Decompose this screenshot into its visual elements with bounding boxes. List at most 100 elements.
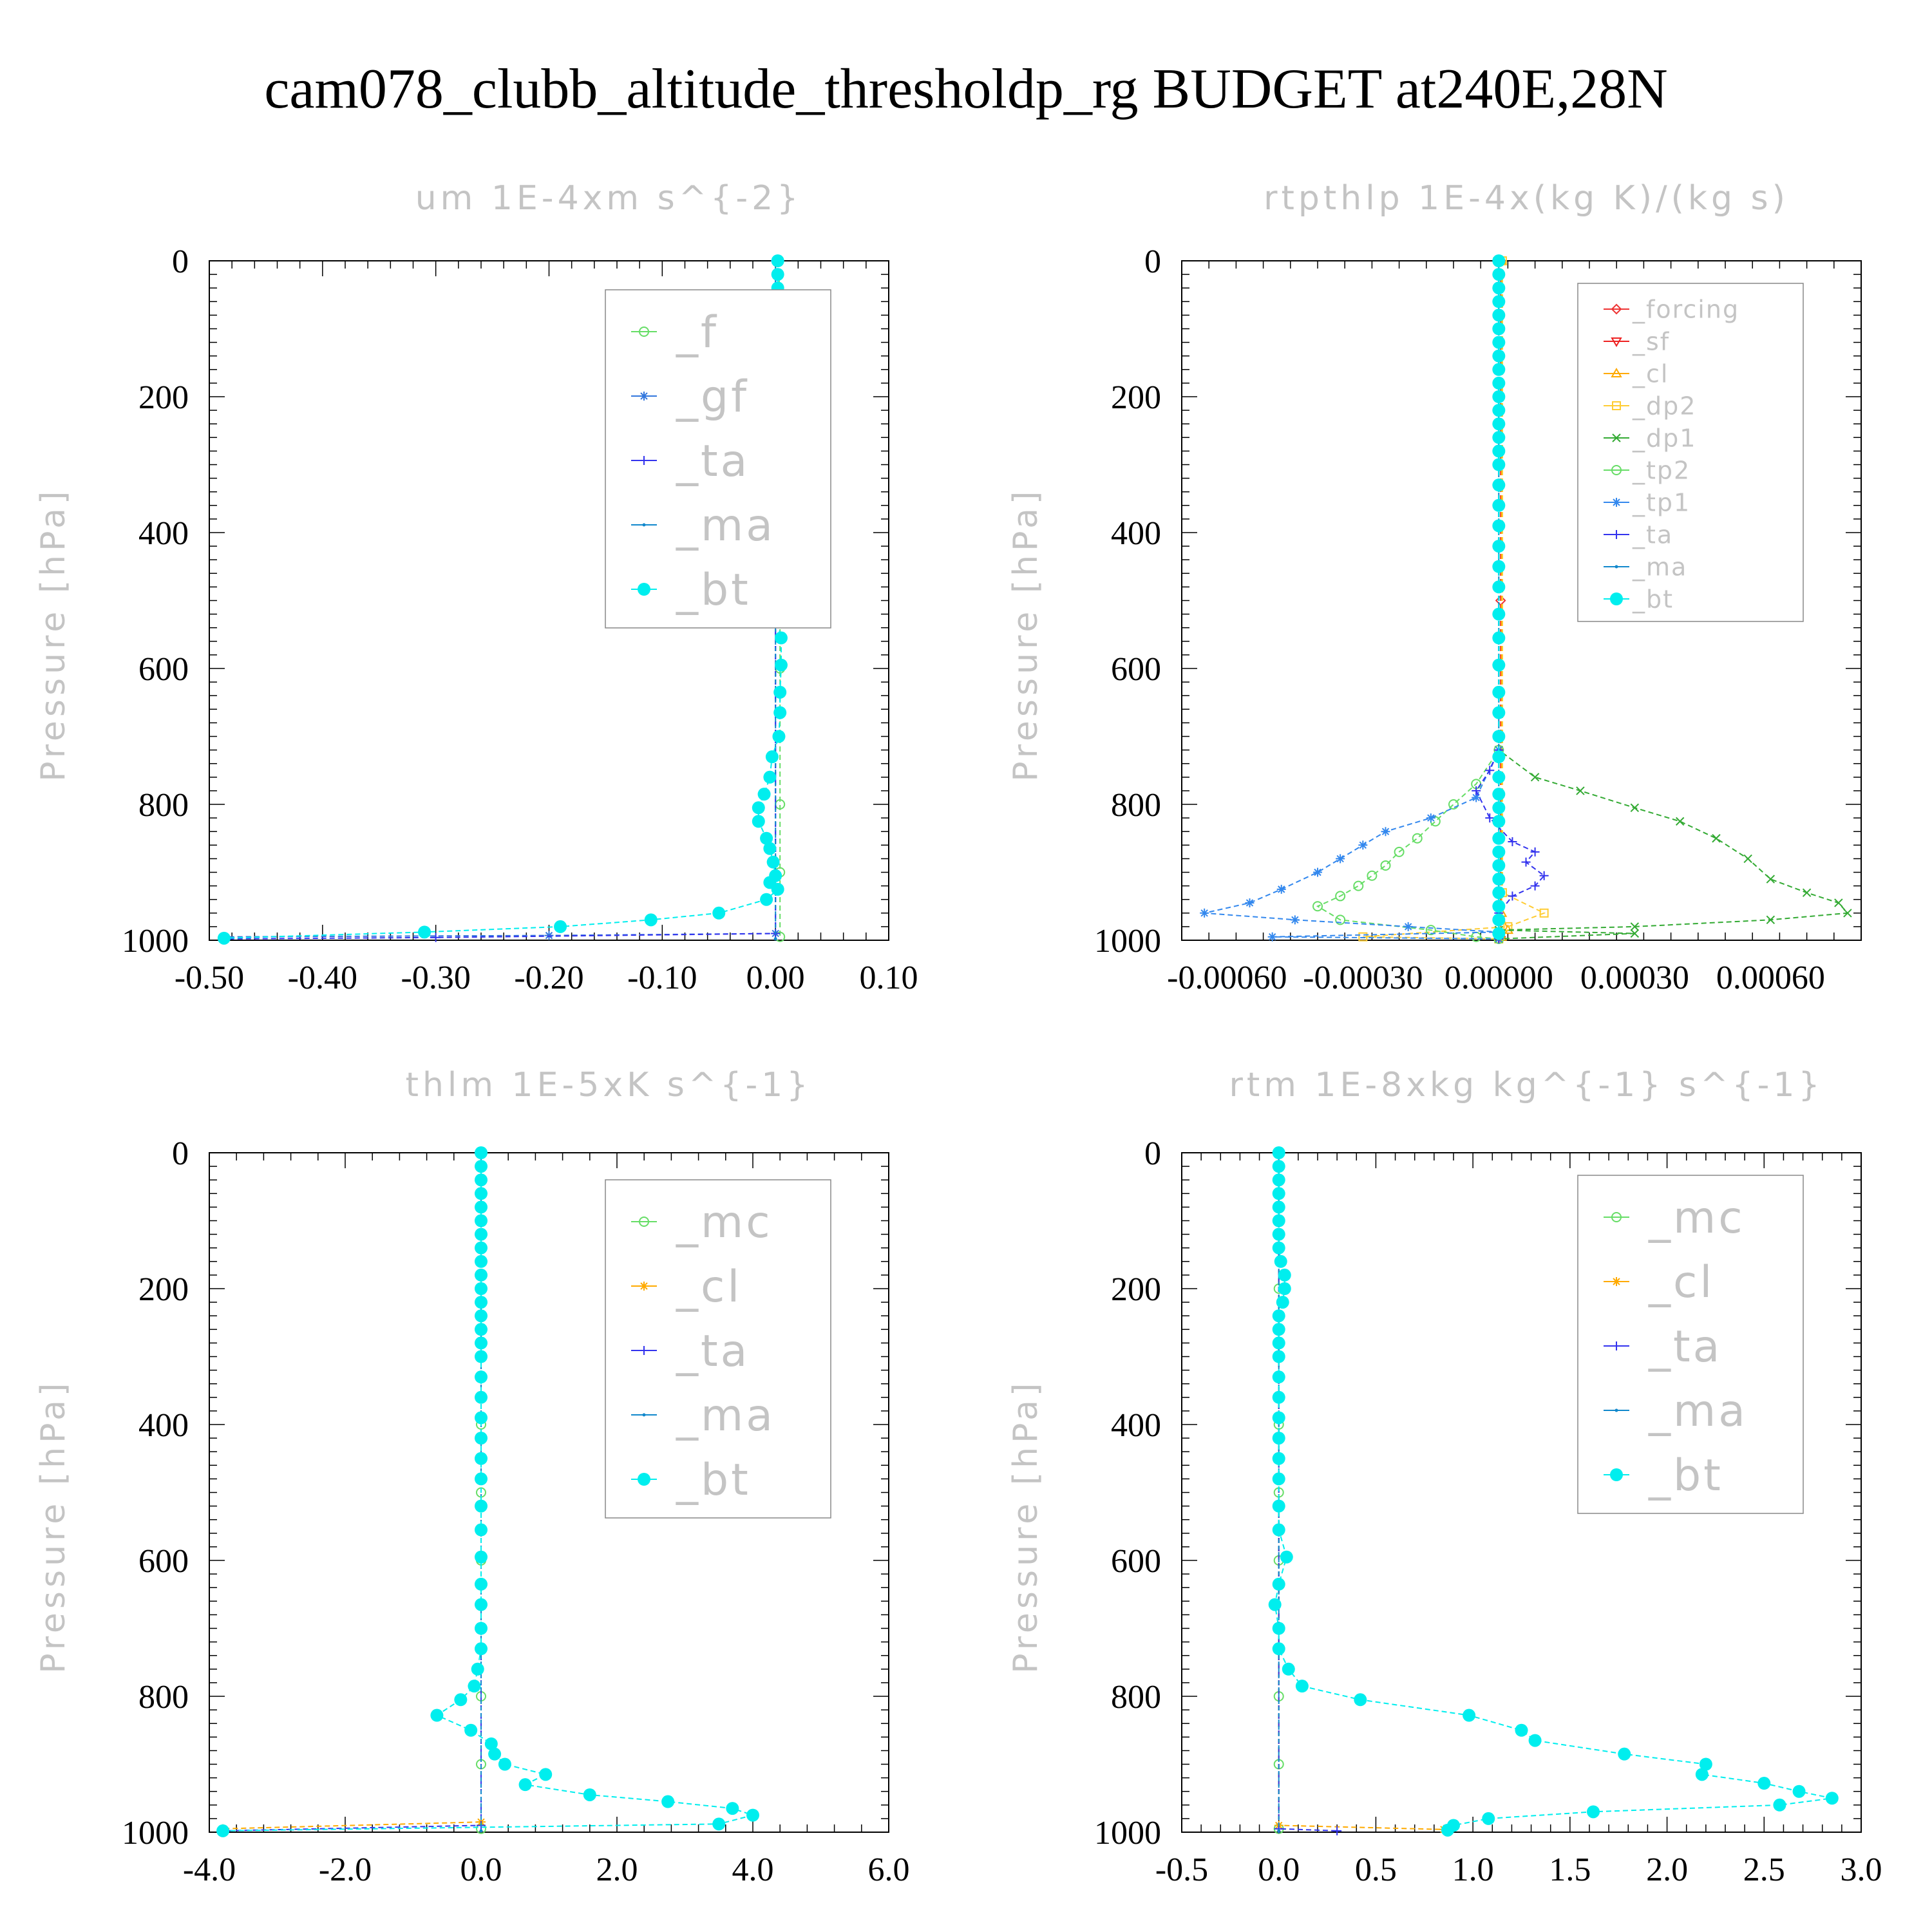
data-point — [479, 1829, 483, 1833]
data-point — [1272, 1577, 1285, 1591]
legend-label: _mc — [1648, 1193, 1745, 1244]
legend-swatch-marker — [1611, 303, 1622, 315]
data-point — [1448, 799, 1459, 810]
data-point — [1272, 1642, 1285, 1656]
x-tick-label: 1.5 — [1549, 1852, 1591, 1888]
data-point — [1276, 1296, 1289, 1309]
legend-label: _dp2 — [1632, 392, 1696, 420]
data-point — [475, 1411, 488, 1425]
x-tick-label: -0.5 — [1155, 1852, 1208, 1888]
legend-swatch-marker — [1611, 337, 1622, 347]
legend-swatch-marker — [1612, 1341, 1621, 1350]
legend-swatch-marker — [1610, 592, 1623, 605]
data-point — [1539, 871, 1549, 880]
legend-label: _ta — [676, 1326, 750, 1377]
x-tick-label: -0.40 — [288, 960, 357, 996]
data-point — [1272, 1173, 1285, 1187]
legend-label: _ta — [676, 436, 750, 487]
legend-label: _ma — [676, 1390, 775, 1441]
data-point — [1274, 1255, 1287, 1268]
page-title: cam078_clubb_altitude_thresholdp_rg BUDG… — [264, 58, 1668, 120]
data-point — [766, 855, 780, 869]
series-line — [223, 1153, 482, 1832]
data-point — [1272, 1214, 1285, 1227]
data-point — [488, 1747, 502, 1761]
series-line — [1475, 261, 1546, 939]
legend-swatch-marker — [1615, 1408, 1618, 1412]
data-point — [1773, 1798, 1786, 1812]
x-tick-label: 2.0 — [1646, 1852, 1688, 1888]
data-point — [1332, 1826, 1342, 1835]
data-point — [1492, 750, 1506, 764]
data-point — [475, 1336, 488, 1350]
data-point — [1503, 922, 1513, 931]
legend-swatch-marker — [1611, 368, 1622, 377]
data-point — [475, 1390, 488, 1404]
data-point — [216, 1824, 230, 1837]
data-point — [1492, 706, 1506, 719]
legend-label: _ma — [1632, 553, 1687, 581]
data-point — [1441, 1823, 1454, 1837]
legend-swatch-marker — [1615, 565, 1618, 569]
data-point — [1272, 1241, 1285, 1255]
y-tick-label: 200 — [138, 379, 189, 416]
legend: _f _gf _ta _ma _bt — [605, 289, 831, 629]
x-tick-label: 0.5 — [1355, 1852, 1397, 1888]
data-point — [1515, 1723, 1528, 1737]
data-point — [1272, 1227, 1285, 1241]
legend-swatch-marker — [638, 1473, 650, 1486]
data-point — [1278, 1268, 1291, 1282]
data-point — [1530, 847, 1540, 857]
y-tick-label: 200 — [1111, 1271, 1161, 1308]
series-ta — [218, 1148, 486, 1835]
data-point — [1492, 417, 1506, 431]
data-point — [1272, 1499, 1285, 1513]
legend: _mc _cl _ta _ma _bt — [1577, 1175, 1804, 1514]
legend-label: _ta — [1648, 1321, 1722, 1372]
data-point — [475, 1472, 488, 1486]
legend-label: _f — [676, 307, 719, 358]
x-tick-label: 0.0 — [1258, 1852, 1300, 1888]
plot-frame — [209, 1152, 889, 1833]
y-tick-label: 400 — [1111, 1407, 1161, 1444]
y-tick-label: 1000 — [1094, 1815, 1161, 1852]
data-point — [1267, 932, 1277, 942]
data-point — [1272, 1187, 1285, 1200]
data-point — [760, 831, 773, 845]
data-point — [1492, 560, 1506, 573]
data-point — [1495, 595, 1506, 606]
y-tick-label: 1000 — [122, 923, 189, 960]
data-point — [1492, 254, 1506, 267]
panel-title-um: um 1E-4xm s^{-2} — [415, 179, 802, 218]
legend-swatch-marker — [1612, 401, 1621, 410]
data-point — [1492, 770, 1506, 784]
data-point — [763, 842, 777, 855]
series-line — [1498, 261, 1849, 940]
data-point — [1272, 1336, 1285, 1350]
chart-panel-um: -0.50 -0.40 -0.30 -0.20 -0.10 0.00 0.10 0 200 400… — [34, 243, 918, 996]
data-point — [1492, 658, 1506, 672]
data-point — [1576, 786, 1585, 795]
data-point — [1492, 730, 1506, 743]
data-point — [1508, 837, 1517, 847]
data-point — [1290, 915, 1300, 925]
y-tick-label: 800 — [1111, 787, 1161, 824]
data-point — [1485, 813, 1495, 823]
legend-label: _gf — [676, 372, 749, 422]
series-dp2 — [1358, 256, 1549, 943]
data-point — [1492, 322, 1506, 336]
legend-swatch-marker — [1612, 498, 1621, 507]
legend-swatch-marker — [639, 327, 649, 337]
data-point — [752, 801, 765, 815]
data-point — [1492, 540, 1506, 553]
data-point — [765, 750, 779, 764]
data-point — [468, 1680, 481, 1693]
data-point — [1712, 834, 1721, 843]
data-point — [712, 1817, 726, 1831]
data-point — [1802, 888, 1812, 897]
data-point — [774, 658, 788, 672]
data-point — [1358, 840, 1368, 850]
legend-swatch-marker — [639, 392, 649, 401]
data-point — [1792, 1785, 1806, 1798]
